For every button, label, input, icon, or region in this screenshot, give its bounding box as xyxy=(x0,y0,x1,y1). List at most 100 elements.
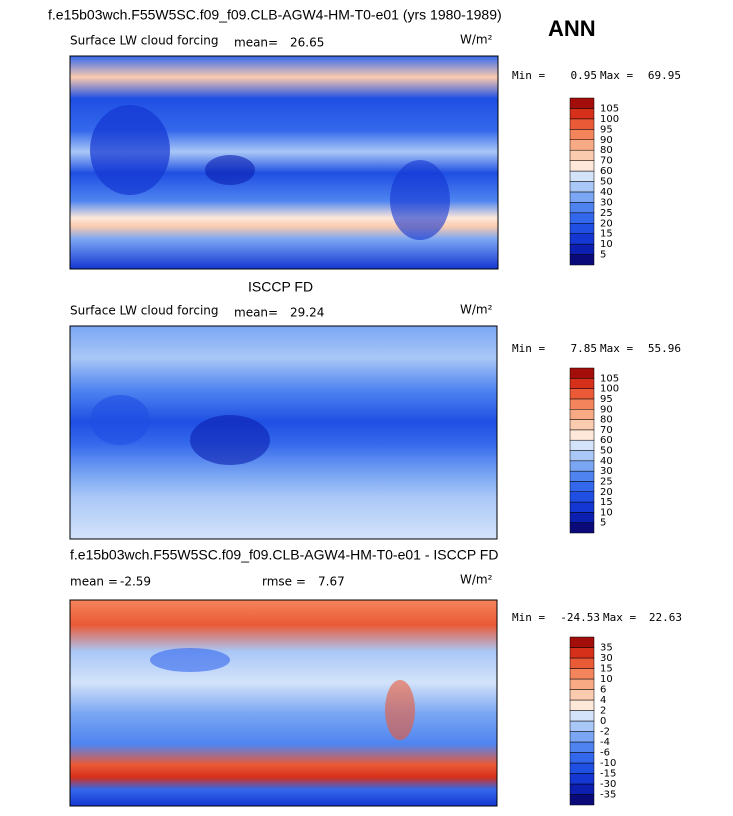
colorbar-box xyxy=(569,181,595,193)
colorbar-box xyxy=(569,191,595,203)
run-title: f.e15b03wch.F55W5SC.f09_f09.CLB-AGW4-HM-… xyxy=(48,7,502,23)
colorbar-box xyxy=(569,678,595,690)
colorbar-label: 100 xyxy=(600,384,619,395)
panel-title: ISCCP FD xyxy=(248,279,313,295)
colorbar-label: 0 xyxy=(600,716,606,727)
colorbar-box xyxy=(569,731,595,743)
max: 69.95 xyxy=(648,69,681,82)
colorbar-box xyxy=(569,378,595,389)
colorbar-box xyxy=(569,419,595,431)
colorbar-box xyxy=(569,460,595,472)
max: 22.63 xyxy=(649,611,682,624)
colorbar-label: 60 xyxy=(600,166,613,177)
colorbar-box xyxy=(569,794,595,806)
colorbar-label: 80 xyxy=(600,145,613,156)
units: W/m² xyxy=(460,33,493,47)
colorbar-label: 105 xyxy=(600,373,619,384)
colorbar-label: 5 xyxy=(600,518,606,529)
colorbar-box xyxy=(569,429,595,441)
colorbar-box xyxy=(569,149,595,161)
min: 0.95 xyxy=(571,69,598,82)
colorbar-box xyxy=(569,450,595,462)
colorbar-label: 95 xyxy=(600,124,613,135)
colorbar-label: -35 xyxy=(600,790,616,801)
colorbar-label: 5 xyxy=(600,250,606,261)
variable: Surface LW cloud forcing xyxy=(70,34,219,48)
colorbar-box xyxy=(569,752,595,764)
map xyxy=(69,55,499,270)
max-label: Max = xyxy=(603,611,636,624)
colorbar-box xyxy=(569,129,595,140)
mean: -2.59 xyxy=(120,575,151,589)
colorbar-box xyxy=(569,118,595,130)
mean-label: mean = xyxy=(70,575,118,589)
season: ANN xyxy=(548,16,596,41)
colorbar-label: 30 xyxy=(600,653,613,664)
colorbar-label: 80 xyxy=(600,415,613,426)
colorbar-box xyxy=(569,647,595,659)
colorbar-label: 70 xyxy=(600,156,613,167)
colorbar-box xyxy=(569,636,595,648)
colorbar-label: 25 xyxy=(600,208,613,219)
variable: Surface LW cloud forcing xyxy=(70,304,219,318)
colorbar-box xyxy=(569,233,595,245)
colorbar-label: 90 xyxy=(600,404,613,415)
colorbar-box xyxy=(569,439,595,451)
map xyxy=(69,325,498,540)
colorbar-label: 15 xyxy=(600,497,613,508)
mean: 26.65 xyxy=(290,36,324,50)
min: 7.85 xyxy=(571,342,598,355)
max: 55.96 xyxy=(648,342,681,355)
mean-label: mean= xyxy=(234,36,278,50)
colorbar-label: 35 xyxy=(600,643,613,654)
colorbar-box xyxy=(569,512,595,523)
colorbar-label: 60 xyxy=(600,435,613,446)
colorbar-box xyxy=(569,668,595,680)
units: W/m² xyxy=(460,303,493,317)
colorbar-label: 15 xyxy=(600,229,613,240)
min-label: Min = xyxy=(512,69,545,82)
map xyxy=(69,599,498,807)
colorbar-label: 25 xyxy=(600,476,613,487)
colorbar-label: 30 xyxy=(600,197,613,208)
colorbar-box xyxy=(569,97,595,109)
colorbar-box xyxy=(569,139,595,151)
colorbar-box xyxy=(569,388,595,400)
colorbar-label: -4 xyxy=(600,737,610,748)
colorbar-box xyxy=(569,501,595,513)
colorbar-label: -30 xyxy=(600,779,616,790)
colorbar-box xyxy=(569,243,595,255)
rmse: 7.67 xyxy=(318,575,345,589)
colorbar-label: -10 xyxy=(600,758,616,769)
mean: 29.24 xyxy=(290,306,324,320)
colorbar-label: 20 xyxy=(600,487,613,498)
colorbar-box xyxy=(569,170,595,182)
colorbar-label: 50 xyxy=(600,446,613,457)
colorbar-box xyxy=(569,773,595,785)
min-label: Min = xyxy=(512,342,545,355)
colorbar-label: 105 xyxy=(600,103,619,114)
colorbar-box xyxy=(569,212,595,224)
colorbar-label: 70 xyxy=(600,425,613,436)
colorbar-box xyxy=(569,720,595,732)
colorbar-label: 95 xyxy=(600,394,613,405)
colorbar-box xyxy=(569,657,595,669)
max-label: Max = xyxy=(600,69,633,82)
colorbar-box xyxy=(569,491,595,503)
colorbar-box xyxy=(569,108,595,120)
colorbar-box xyxy=(569,223,595,234)
colorbar-box xyxy=(569,762,595,774)
min-label: Min = xyxy=(512,611,545,624)
colorbar-label: 10 xyxy=(600,239,613,250)
colorbar-label: 10 xyxy=(600,507,613,518)
rmse-label: rmse = xyxy=(262,575,306,589)
colorbar-box xyxy=(569,522,595,534)
colorbar-label: 40 xyxy=(600,456,613,467)
colorbar-box xyxy=(569,783,595,795)
units: W/m² xyxy=(460,573,493,587)
colorbar-label: -6 xyxy=(600,748,610,759)
colorbar-box xyxy=(569,470,595,482)
colorbar-label: 10 xyxy=(600,674,613,685)
colorbar-label: 100 xyxy=(600,114,619,125)
